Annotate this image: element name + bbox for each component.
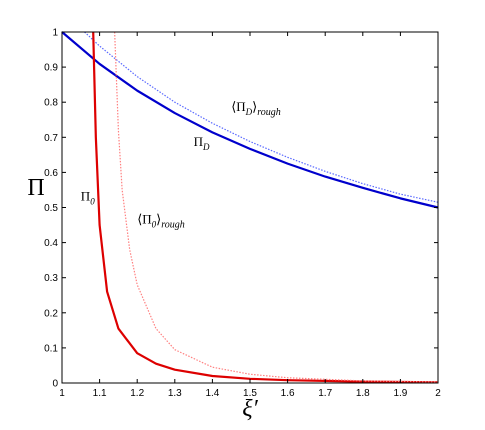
y-tick-label: 0.6 (44, 168, 58, 179)
x-tick-label: 1.6 (281, 388, 295, 399)
series-line-2 (92, 31, 439, 384)
series-line-1 (84, 31, 439, 203)
x-tick-label: 1.5 (243, 388, 257, 399)
x-tick-label: 1.3 (168, 388, 182, 399)
y-tick-label: 0.1 (44, 343, 58, 354)
y-tick-label: 0.2 (44, 308, 58, 319)
y-tick-label: 0.7 (44, 133, 58, 144)
ann-pi0: Π0 (81, 188, 95, 206)
x-tick-label: 1.2 (130, 388, 144, 399)
y-tick-label: 0.5 (44, 203, 58, 214)
y-tick-label: 0.4 (44, 238, 58, 249)
x-tick-label: 1.8 (356, 388, 370, 399)
x-tick-label: 1 (59, 388, 65, 399)
annotation-layer: ⟨ΠD⟩rough ΠD Π0 ⟨Π0⟩rough (81, 99, 281, 230)
ann-pid: ΠD (194, 134, 210, 152)
x-axis-label: ξ′ (242, 396, 258, 422)
x-tick-label: 2 (435, 388, 441, 399)
y-tick-label: 0.8 (44, 98, 58, 109)
axis-layer: 1 1.1 1.2 1.3 1.4 1.5 1.6 1.7 1.8 1.9 2 0 0.1 0.2 0.3 0… (44, 28, 441, 400)
series-line-0 (61, 31, 439, 209)
series-line-3 (114, 31, 439, 383)
y-tick-label: 0.9 (44, 63, 58, 74)
x-tick-label: 1.9 (393, 388, 407, 399)
ann-pid-rough: ⟨ΠD⟩rough (231, 99, 281, 118)
series-layer (61, 31, 439, 384)
x-tick-label: 1.1 (93, 388, 107, 399)
x-tick-label: 1.7 (318, 388, 332, 399)
y-tick-label: 1 (52, 28, 58, 39)
ann-pi0-rough: ⟨Π0⟩rough (137, 211, 185, 230)
y-tick-label: 0 (52, 379, 58, 390)
y-axis-label: Π (27, 175, 44, 201)
y-tick-label: 0.3 (44, 273, 58, 284)
x-tick-label: 1.4 (205, 388, 219, 399)
